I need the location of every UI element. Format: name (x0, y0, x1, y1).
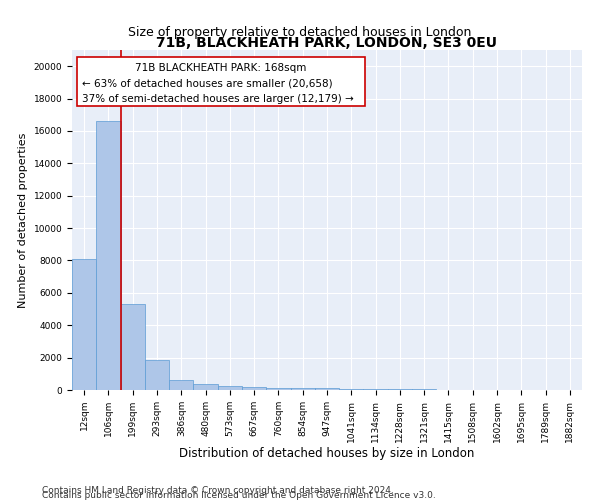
Bar (121, 304, 145, 390)
X-axis label: Distribution of detached houses by size in London: Distribution of detached houses by size … (179, 448, 475, 460)
Text: Contains public sector information licensed under the Open Government Licence v3: Contains public sector information licen… (42, 490, 436, 500)
Bar (169, 380, 193, 390)
Text: ← 63% of detached houses are smaller (20,658): ← 63% of detached houses are smaller (20… (82, 79, 333, 89)
Bar (339, 389, 364, 390)
Bar (96, 121, 121, 390)
Bar (364, 389, 388, 390)
Bar (266, 388, 290, 390)
Bar (242, 387, 266, 390)
Y-axis label: Number of detached properties: Number of detached properties (18, 132, 28, 308)
Bar (72, 259, 96, 390)
Bar (315, 388, 339, 390)
Text: Contains HM Land Registry data © Crown copyright and database right 2024.: Contains HM Land Registry data © Crown c… (42, 486, 394, 495)
Text: Size of property relative to detached houses in London: Size of property relative to detached ho… (128, 26, 472, 39)
Text: 71B BLACKHEATH PARK: 168sqm: 71B BLACKHEATH PARK: 168sqm (136, 62, 307, 72)
Bar (193, 384, 218, 390)
FancyBboxPatch shape (77, 57, 365, 106)
Text: 37% of semi-detached houses are larger (12,179) →: 37% of semi-detached houses are larger (… (82, 94, 354, 104)
Bar (218, 386, 242, 390)
Bar (145, 360, 169, 390)
Bar (290, 388, 315, 390)
Title: 71B, BLACKHEATH PARK, LONDON, SE3 0EU: 71B, BLACKHEATH PARK, LONDON, SE3 0EU (157, 36, 497, 50)
